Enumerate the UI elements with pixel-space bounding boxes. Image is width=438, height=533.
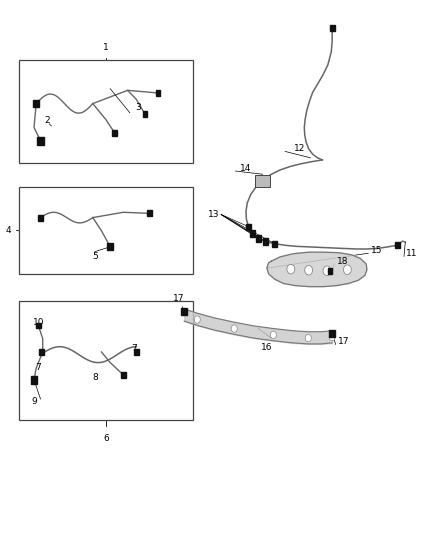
Bar	[112, 130, 117, 136]
Text: 10: 10	[33, 318, 44, 327]
Polygon shape	[267, 252, 367, 287]
Text: 1: 1	[103, 43, 109, 52]
Circle shape	[329, 333, 335, 341]
Bar	[143, 111, 148, 117]
Bar	[155, 90, 160, 96]
Bar	[181, 308, 187, 315]
Circle shape	[305, 265, 313, 275]
Text: 11: 11	[406, 249, 418, 259]
Circle shape	[231, 325, 237, 332]
Bar	[263, 238, 268, 245]
Text: 13: 13	[208, 210, 219, 219]
Text: 12: 12	[294, 144, 305, 154]
Text: 4: 4	[6, 226, 11, 235]
Bar	[254, 175, 270, 187]
Text: 15: 15	[371, 246, 382, 255]
Circle shape	[270, 331, 276, 338]
Bar	[38, 215, 43, 221]
Bar	[246, 223, 251, 230]
Bar	[329, 25, 335, 31]
Bar	[36, 322, 41, 328]
Text: 8: 8	[92, 373, 98, 382]
Bar	[329, 330, 335, 337]
Circle shape	[287, 264, 295, 274]
Text: 9: 9	[31, 397, 37, 406]
Text: 7: 7	[131, 344, 137, 353]
Circle shape	[343, 265, 351, 274]
Bar	[19, 301, 193, 420]
Text: 7: 7	[35, 363, 41, 372]
Circle shape	[305, 334, 311, 342]
Bar	[250, 230, 255, 237]
Text: 14: 14	[240, 164, 251, 173]
Bar	[120, 372, 126, 378]
Circle shape	[323, 266, 331, 276]
Bar	[255, 235, 261, 241]
Text: 16: 16	[261, 343, 272, 352]
Bar	[33, 100, 39, 107]
Bar	[19, 60, 193, 163]
Text: 2: 2	[44, 116, 50, 125]
Bar	[147, 211, 152, 216]
Bar	[272, 240, 277, 247]
Text: 5: 5	[92, 253, 98, 262]
Text: 18: 18	[336, 257, 348, 265]
Bar	[395, 243, 400, 248]
Bar	[328, 268, 332, 273]
Text: 17: 17	[338, 337, 350, 346]
Bar	[37, 137, 44, 144]
Bar	[134, 349, 139, 355]
Bar	[31, 376, 37, 384]
Bar	[107, 243, 113, 250]
Bar	[19, 187, 193, 274]
Text: 6: 6	[103, 433, 109, 442]
Text: 3: 3	[136, 103, 141, 112]
Circle shape	[194, 316, 200, 323]
Text: 17: 17	[173, 294, 185, 303]
Bar	[39, 349, 44, 355]
